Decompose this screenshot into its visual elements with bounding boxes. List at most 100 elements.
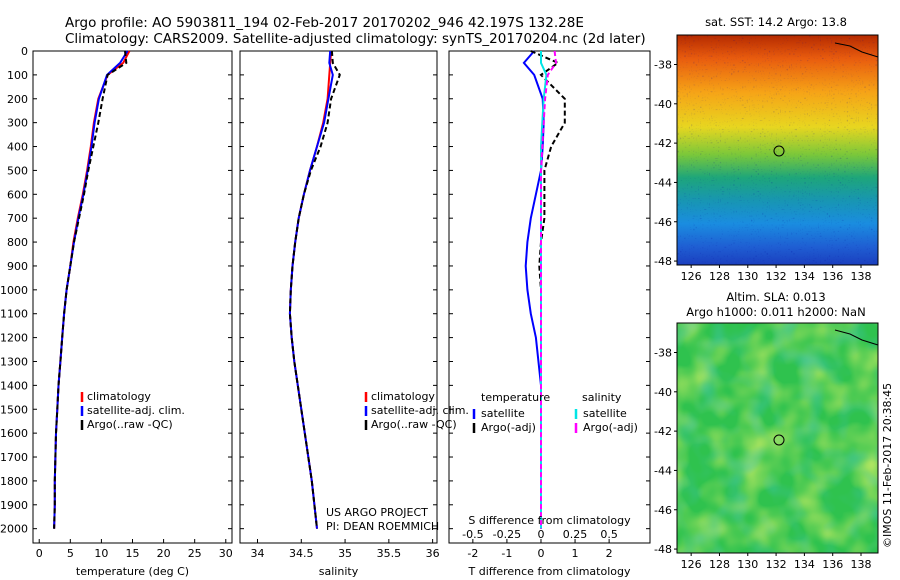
sst-ytick-label: -44 <box>654 176 672 189</box>
sla-xtick-label: 132 <box>766 558 787 571</box>
sla-map-title-line-1: Altim. SLA: 0.013 <box>726 290 825 304</box>
sal-xlabel: salinity <box>319 565 359 578</box>
diff-s-tick-label: 0 <box>537 528 544 541</box>
sal-xtick-label: 36 <box>426 547 440 560</box>
diff-legend-label: satellite <box>583 407 627 420</box>
sst-xtick-label: 128 <box>709 270 730 283</box>
temp-xtick-label: 10 <box>94 547 108 560</box>
depth-tick-label: 0 <box>21 45 28 58</box>
temp-legend-label: climatology <box>87 390 151 403</box>
sst-xtick-label: 130 <box>737 270 758 283</box>
sst-map-frame <box>676 34 879 266</box>
sla-ytick-label: -40 <box>654 386 672 399</box>
depth-tick-label: 2000 <box>0 523 28 536</box>
sla-ytick-label: -48 <box>654 543 672 556</box>
temp-series-argo-raw-qc- <box>53 50 128 529</box>
sla-xtick-label: 126 <box>681 558 702 571</box>
sal-legend-label: satellite-adj. clim. <box>371 404 469 417</box>
diff-series-salinity-argo-adj- <box>540 50 558 529</box>
depth-tick-label: 900 <box>7 260 28 273</box>
sla-argo-marker <box>773 434 785 446</box>
sla-xtick-label: 136 <box>822 558 843 571</box>
diff-legend-label: satellite <box>481 407 525 420</box>
temp-xlabel: temperature (deg C) <box>76 565 189 578</box>
sal-xtick-label: 35.5 <box>377 547 402 560</box>
sal-series-argo-raw-qc- <box>288 50 341 529</box>
sst-ytick-label: -46 <box>654 216 672 229</box>
sal-xtick-label: 34 <box>251 547 265 560</box>
depth-tick-label: 1200 <box>0 332 28 345</box>
sal-credit-1: US ARGO PROJECT <box>326 506 428 519</box>
sla-lows <box>677 323 878 553</box>
sla-ytick-label: -46 <box>654 504 672 517</box>
sst-xtick-label: 134 <box>794 270 815 283</box>
temp-xtick-label: 20 <box>157 547 171 560</box>
sal-panel-frame <box>239 50 438 544</box>
depth-tick-label: 1700 <box>0 451 28 464</box>
title-line-2: Climatology: CARS2009. Satellite-adjuste… <box>65 31 646 47</box>
depth-tick-label: 1300 <box>0 355 28 368</box>
temp-xtick-label: 25 <box>188 547 202 560</box>
sst-coastline <box>834 42 879 58</box>
sla-coastline <box>834 329 879 346</box>
depth-tick-label: 700 <box>7 212 28 225</box>
sla-map-ticks: 126 128 130 132 134 136 138 -38 -40 -42 -44 -46 -48 <box>654 346 871 571</box>
diff-s-tick-label: 0.5 <box>600 528 618 541</box>
sst-map: sat. SST: 14.2 Argo: 13.8 126 128 130 132 13… <box>654 15 879 283</box>
diff-xtick-label: -2 <box>467 547 478 560</box>
sal-legend-label: climatology <box>371 390 435 403</box>
temp-legend-label: Argo(..raw -QC) <box>87 418 173 431</box>
sla-map: Altim. SLA: 0.013 Argo h1000: 0.011 h200… <box>654 290 879 571</box>
temp-xtick-label: 5 <box>67 547 74 560</box>
depth-tick-label: 800 <box>7 236 28 249</box>
diff-panel-frame <box>448 50 651 544</box>
depth-tick-label: 1900 <box>0 499 28 512</box>
diff-legend-temperature-head: temperature <box>481 391 550 404</box>
sla-xtick-label: 130 <box>737 558 758 571</box>
sal-xtick-label: 35 <box>338 547 352 560</box>
depth-tick-label: 500 <box>7 164 28 177</box>
diff-xtick-label: 0 <box>537 547 544 560</box>
depth-tick-label: 1400 <box>0 379 28 392</box>
sla-map-frame <box>676 322 879 554</box>
sla-xtick-label: 128 <box>709 558 730 571</box>
sst-xtick-label: 136 <box>822 270 843 283</box>
sal-xtick-label: 34.5 <box>289 547 314 560</box>
temp-xtick-label: 30 <box>219 547 233 560</box>
temp-panel-frame <box>32 50 233 544</box>
diff-xtick-label: -1 <box>501 547 512 560</box>
sla-ytick-label: -44 <box>654 464 672 477</box>
diff-legend-salinity-head: salinity <box>582 391 622 404</box>
depth-tick-label: 1000 <box>0 284 28 297</box>
sla-xtick-label: 134 <box>794 558 815 571</box>
depth-tick-label: 1100 <box>0 308 28 321</box>
diff-legend-label: Argo(-adj) <box>583 421 638 434</box>
sla-xtick-label: 138 <box>851 558 872 571</box>
depth-tick-label: 1600 <box>0 427 28 440</box>
diff-xlabel: T difference from climatology <box>468 565 631 578</box>
depth-tick-label: 1500 <box>0 403 28 416</box>
diff-s-tick-label: 0.25 <box>563 528 588 541</box>
sla-ytick-label: -42 <box>654 425 672 438</box>
sst-xtick-label: 132 <box>766 270 787 283</box>
imos-credit: ©IMOS 11-Feb-2017 20:38:45 <box>881 383 894 548</box>
diff-xtick-label: 1 <box>572 547 579 560</box>
sal-legend-label: Argo(..raw -QC) <box>371 418 457 431</box>
depth-tick-label: 1800 <box>0 475 28 488</box>
sst-speckle <box>677 35 878 265</box>
sla-map-title-line-2: Argo h1000: 0.011 h2000: NaN <box>686 305 865 319</box>
diff-legend-label: Argo(-adj) <box>481 421 536 434</box>
diff-xtick-label: 2 <box>606 547 613 560</box>
temp-xtick-label: 0 <box>36 547 43 560</box>
diff-top-axis-label: S difference from climatology <box>468 514 631 527</box>
diff-series-temperature-argo-adj- <box>530 50 566 529</box>
depth-tick-label: 400 <box>7 141 28 154</box>
diff-s-tick-label: -0.25 <box>493 528 521 541</box>
depth-tick-label: 300 <box>7 117 28 130</box>
sla-ytick-label: -38 <box>654 346 672 359</box>
diff-s-tick-label: -0.5 <box>462 528 483 541</box>
sst-map-ticks: 126 128 130 132 134 136 138 -38 -40 -42 -44 -46 -48 <box>654 58 871 283</box>
temp-xtick-label: 15 <box>126 547 140 560</box>
